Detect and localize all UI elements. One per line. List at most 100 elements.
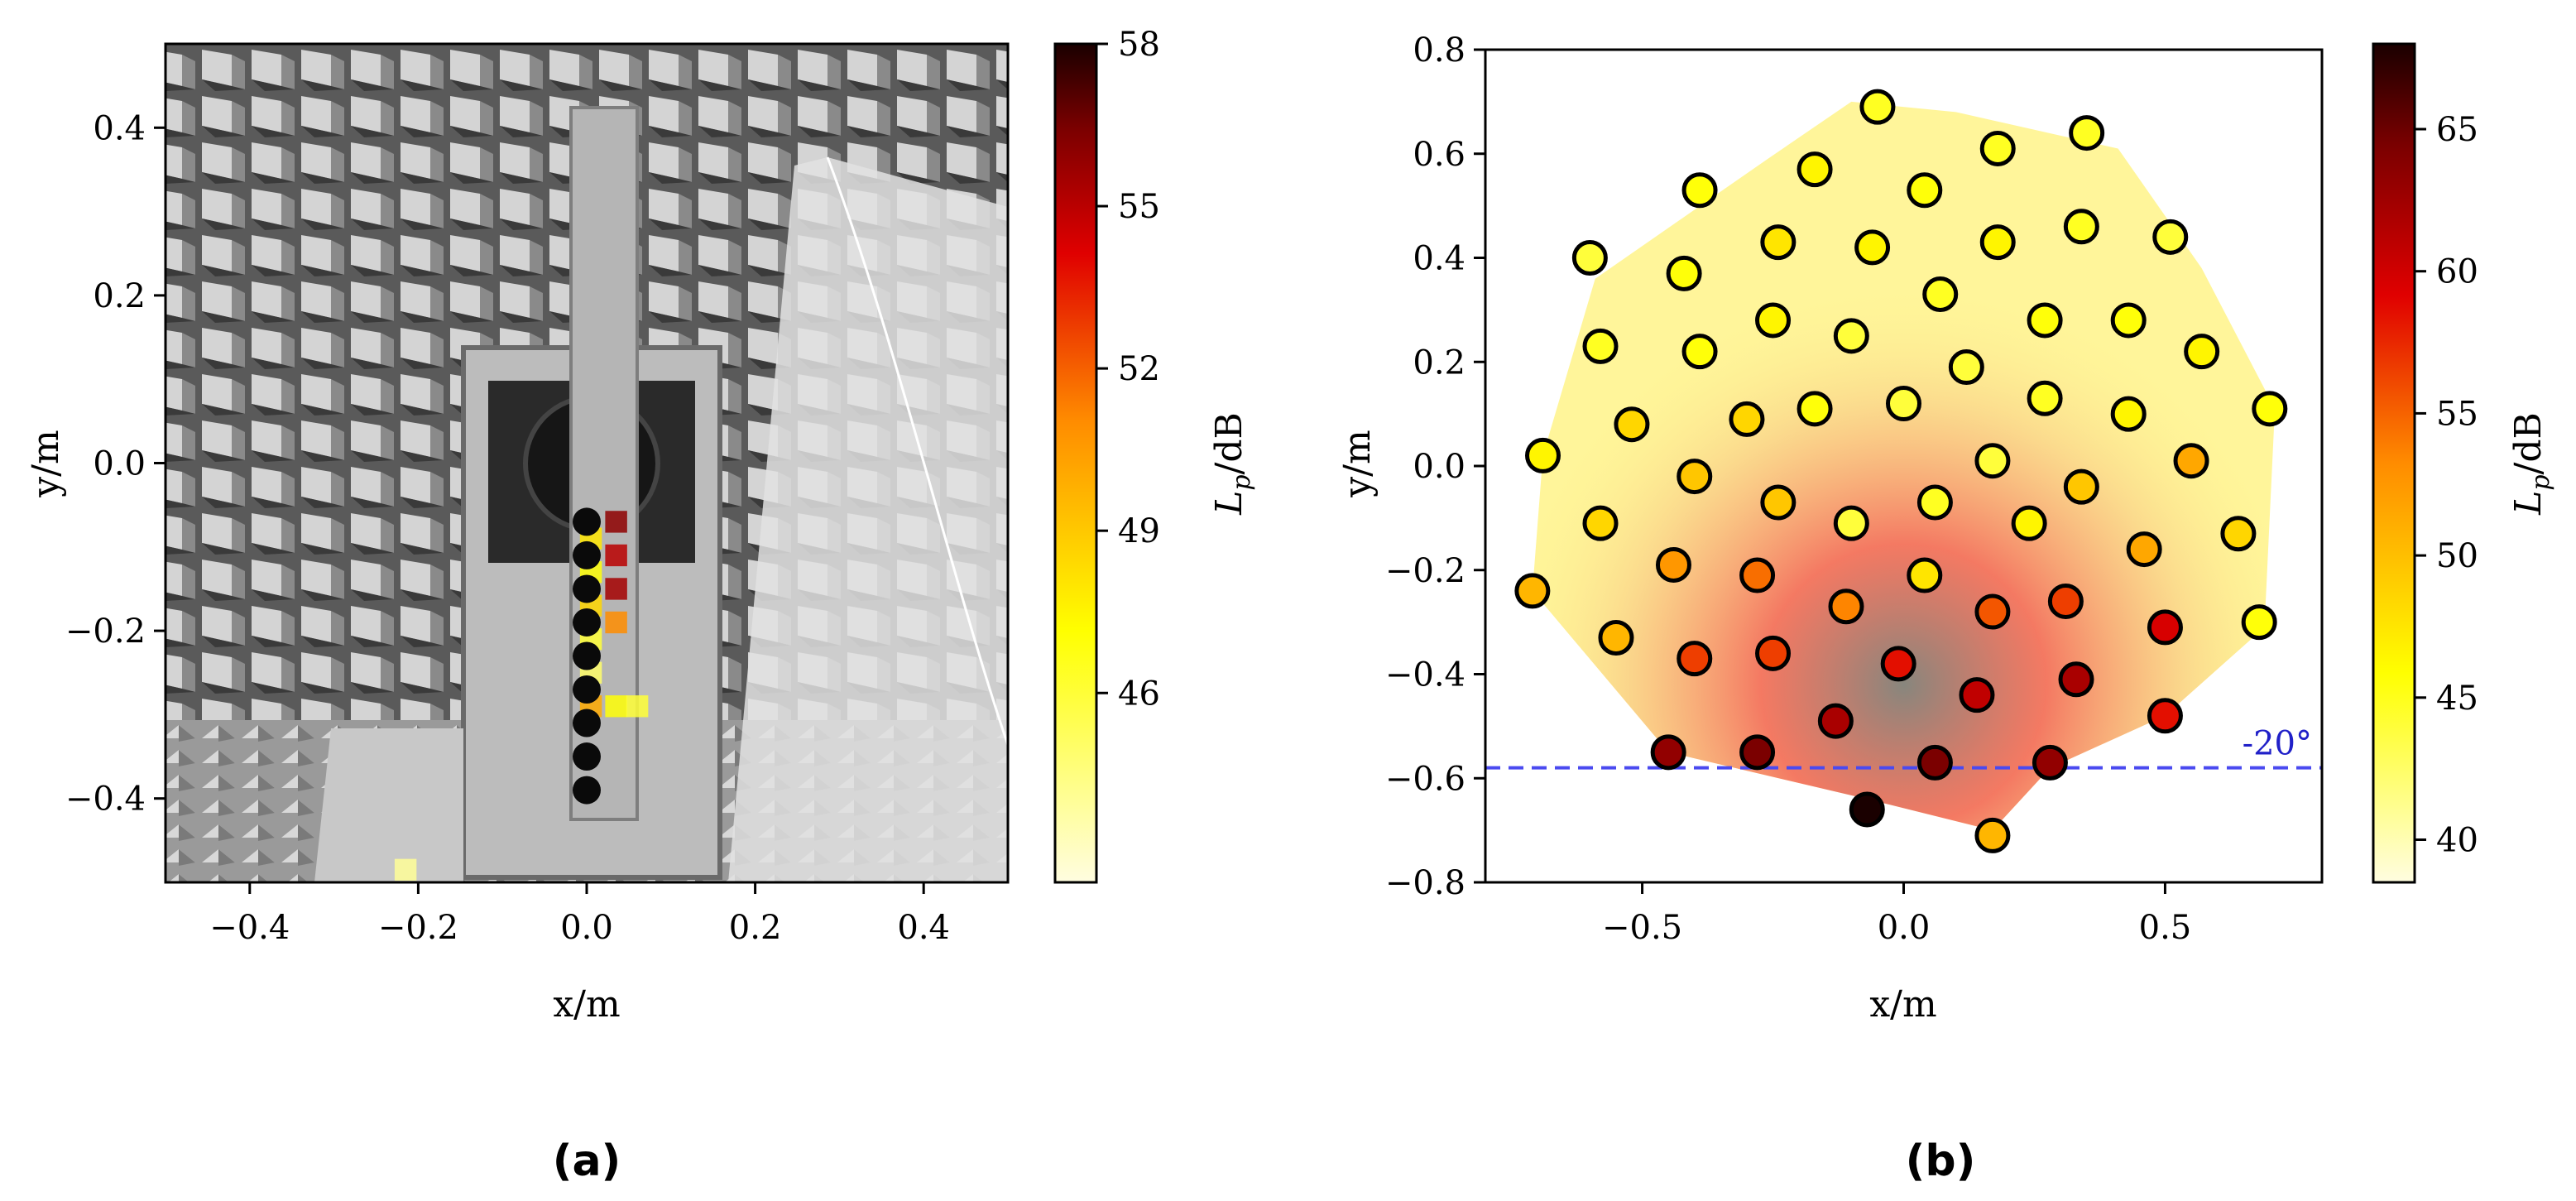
- colorbar-tick-label-b-4: 45: [2436, 680, 2478, 718]
- measurement-point-17: [1922, 276, 1959, 313]
- measurement-point-58: [1650, 734, 1686, 771]
- y-tick-label-b-5: −0.2: [1385, 552, 1465, 590]
- measurement-point-23: [1729, 401, 1765, 437]
- measurement-point-3: [1796, 151, 1833, 188]
- measurement-point-41: [1514, 573, 1551, 609]
- panel-label-a: (a): [553, 1136, 621, 1186]
- microphone-marker-3: [573, 608, 601, 637]
- heatmap-cell-10: [605, 695, 627, 718]
- x-tick-label-a-3: 0.2: [729, 909, 782, 947]
- microphone-marker-0: [573, 507, 601, 536]
- measurement-points: [1514, 89, 2288, 853]
- y-tick-label-b-2: 0.4: [1413, 240, 1465, 278]
- measurement-point-62: [1849, 791, 1885, 828]
- colorbar-tick-label-a-1: 55: [1118, 188, 1160, 226]
- measurement-point-57: [2147, 698, 2183, 734]
- microphone-marker-2: [573, 574, 601, 603]
- measurement-point-8: [1760, 224, 1796, 261]
- y-tick-label-b-1: 0.6: [1413, 136, 1465, 174]
- measurement-point-0: [1859, 89, 1896, 125]
- measurement-point-39: [2126, 531, 2162, 568]
- measurement-point-53: [1959, 677, 1995, 713]
- measurement-point-50: [1677, 641, 1713, 677]
- x-tick-label-b-1: 0.0: [1878, 909, 1931, 947]
- microphone-marker-6: [573, 709, 601, 737]
- colorbar-a: [1053, 42, 1098, 884]
- measurement-point-40: [2220, 516, 2257, 552]
- x-tick-label-a-0: −0.4: [209, 909, 290, 947]
- colorbar-b: [2372, 42, 2416, 884]
- measurement-point-33: [1677, 459, 1713, 495]
- y-axis-ticks-a: 0.4 0.2 0.0 −0.2 −0.4: [65, 109, 165, 819]
- y-tick-label-a-4: −0.4: [65, 781, 146, 819]
- measurement-point-10: [1979, 224, 2016, 261]
- measurement-point-34: [1760, 484, 1796, 521]
- y-tick-label-a-1: 0.2: [93, 277, 146, 315]
- x-tick-label-b-2: 0.5: [2139, 909, 2192, 947]
- measurement-point-13: [1582, 328, 1619, 364]
- colorbar-tick-label-a-4: 46: [1118, 675, 1160, 713]
- measurement-point-36: [1916, 484, 1953, 521]
- measurement-point-12: [2152, 219, 2189, 255]
- measurement-point-20: [2110, 302, 2147, 339]
- heatmap-cell-12: [394, 858, 417, 881]
- microphone-marker-5: [573, 675, 601, 704]
- measurement-point-9: [1854, 229, 1891, 266]
- measurement-point-26: [2027, 380, 2063, 416]
- colorbar-tick-label-b-0: 65: [2436, 111, 2478, 149]
- measurement-point-35: [1833, 505, 1869, 541]
- measurement-point-24: [1796, 391, 1833, 427]
- y-tick-label-a-2: 0.0: [93, 445, 146, 483]
- x-axis-ticks-b: −0.5 0.0 0.5: [1602, 882, 2191, 947]
- measurement-point-5: [1979, 130, 2016, 166]
- measurement-point-52: [1880, 646, 1916, 682]
- colorbar-label-b: Lp/dB: [2507, 412, 2555, 516]
- x-tick-label-a-4: 0.4: [897, 909, 950, 947]
- measurement-point-59: [1739, 734, 1776, 771]
- measurement-point-14: [1681, 334, 1718, 370]
- measurement-region-shading: [1532, 101, 2276, 831]
- heatmap-cell-11: [626, 695, 649, 718]
- colorbar-tick-label-a-2: 52: [1118, 350, 1160, 388]
- panel-label-b: (b): [1906, 1136, 1976, 1186]
- measurement-point-18: [1948, 349, 1984, 386]
- measurement-point-32: [1582, 505, 1619, 541]
- measurement-point-1: [2069, 115, 2105, 151]
- measurement-point-55: [2147, 609, 2183, 646]
- colorbar-ticks-b: 65 60 55 50 45 40: [2415, 111, 2478, 859]
- measurement-point-22: [1614, 406, 1650, 443]
- heatmap-cell-0: [605, 511, 627, 533]
- measurement-point-21: [2184, 334, 2220, 370]
- measurement-point-2: [1681, 172, 1718, 209]
- microphone-markers: [573, 507, 601, 805]
- colorbar-tick-label-a-3: 49: [1118, 512, 1160, 550]
- x-tick-label-b-0: −0.5: [1602, 909, 1682, 947]
- y-tick-label-b-0: 0.8: [1413, 31, 1465, 70]
- y-axis-label-a: y/m: [25, 430, 67, 497]
- microphone-marker-1: [573, 540, 601, 569]
- measurement-point-25: [1886, 386, 1921, 422]
- measurement-point-56: [1817, 703, 1854, 739]
- colorbar-tick-label-b-3: 50: [2436, 537, 2478, 575]
- y-axis-label-b: y/m: [1336, 430, 1379, 497]
- colorbar-tick-label-b-2: 55: [2436, 395, 2478, 433]
- panel-a: −0.4 −0.2 0.0 0.2 0.4 0.40.20.0−0.2−0.4 x/m …: [25, 26, 1256, 1186]
- x-tick-label-a-2: 0.0: [560, 909, 613, 947]
- plot-area-b: [1485, 89, 2322, 853]
- x-axis-ticks-a: −0.4 −0.2 0.0 0.2 0.4: [209, 882, 950, 947]
- y-tick-label-a-3: −0.2: [65, 613, 146, 651]
- heatmap-cell-3: [605, 611, 627, 634]
- panel-b: -20° −0.5 0.0 0.5 0.8 0.6 0.4 0.2 0.0 −0.2 −0.4 −…: [1336, 31, 2555, 1186]
- y-tick-label-b-6: −0.4: [1385, 656, 1465, 694]
- measurement-point-45: [1907, 557, 1943, 593]
- colorbar-label-a: Lp/dB: [1208, 412, 1256, 516]
- heatmap-cell-1: [605, 544, 627, 567]
- microphone-marker-8: [573, 776, 601, 805]
- y-tick-label-b-4: 0.0: [1413, 448, 1465, 486]
- measurement-point-6: [1571, 240, 1608, 276]
- measurement-point-44: [1828, 588, 1864, 625]
- measurement-point-48: [2241, 604, 2277, 641]
- measurement-point-28: [2252, 391, 2288, 427]
- curtain: [728, 157, 1008, 882]
